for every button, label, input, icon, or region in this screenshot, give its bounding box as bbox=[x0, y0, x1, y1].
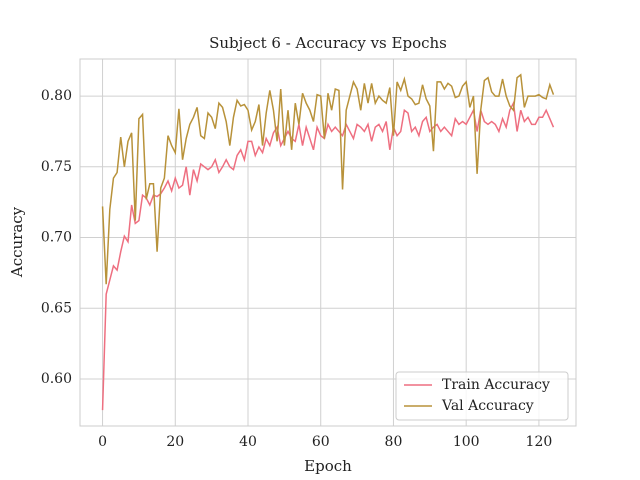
y-tick-label: 0.60 bbox=[41, 371, 72, 387]
x-tick-label: 20 bbox=[166, 434, 184, 450]
x-tick-label: 120 bbox=[526, 434, 553, 450]
y-tick-label: 0.80 bbox=[41, 88, 72, 104]
y-tick-label: 0.70 bbox=[41, 230, 72, 246]
plot-frame bbox=[79, 58, 577, 427]
legend-label: Val Accuracy bbox=[441, 398, 534, 414]
series-line bbox=[101, 73, 555, 285]
x-axis-label: Epoch bbox=[304, 457, 352, 475]
legend-label: Train Accuracy bbox=[442, 377, 550, 393]
x-tick-label: 60 bbox=[312, 434, 330, 450]
x-tick-label: 40 bbox=[239, 434, 257, 450]
legend-box bbox=[395, 371, 569, 421]
y-axis-label: Accuracy bbox=[8, 206, 26, 278]
chart-title: Subject 6 - Accuracy vs Epochs bbox=[209, 34, 447, 52]
series-line bbox=[101, 100, 555, 411]
y-tick-label: 0.65 bbox=[41, 300, 72, 316]
y-tick-label: 0.75 bbox=[41, 159, 72, 175]
x-tick-label: 100 bbox=[453, 434, 480, 450]
x-tick-label: 80 bbox=[385, 434, 403, 450]
x-tick-label: 0 bbox=[98, 434, 107, 450]
